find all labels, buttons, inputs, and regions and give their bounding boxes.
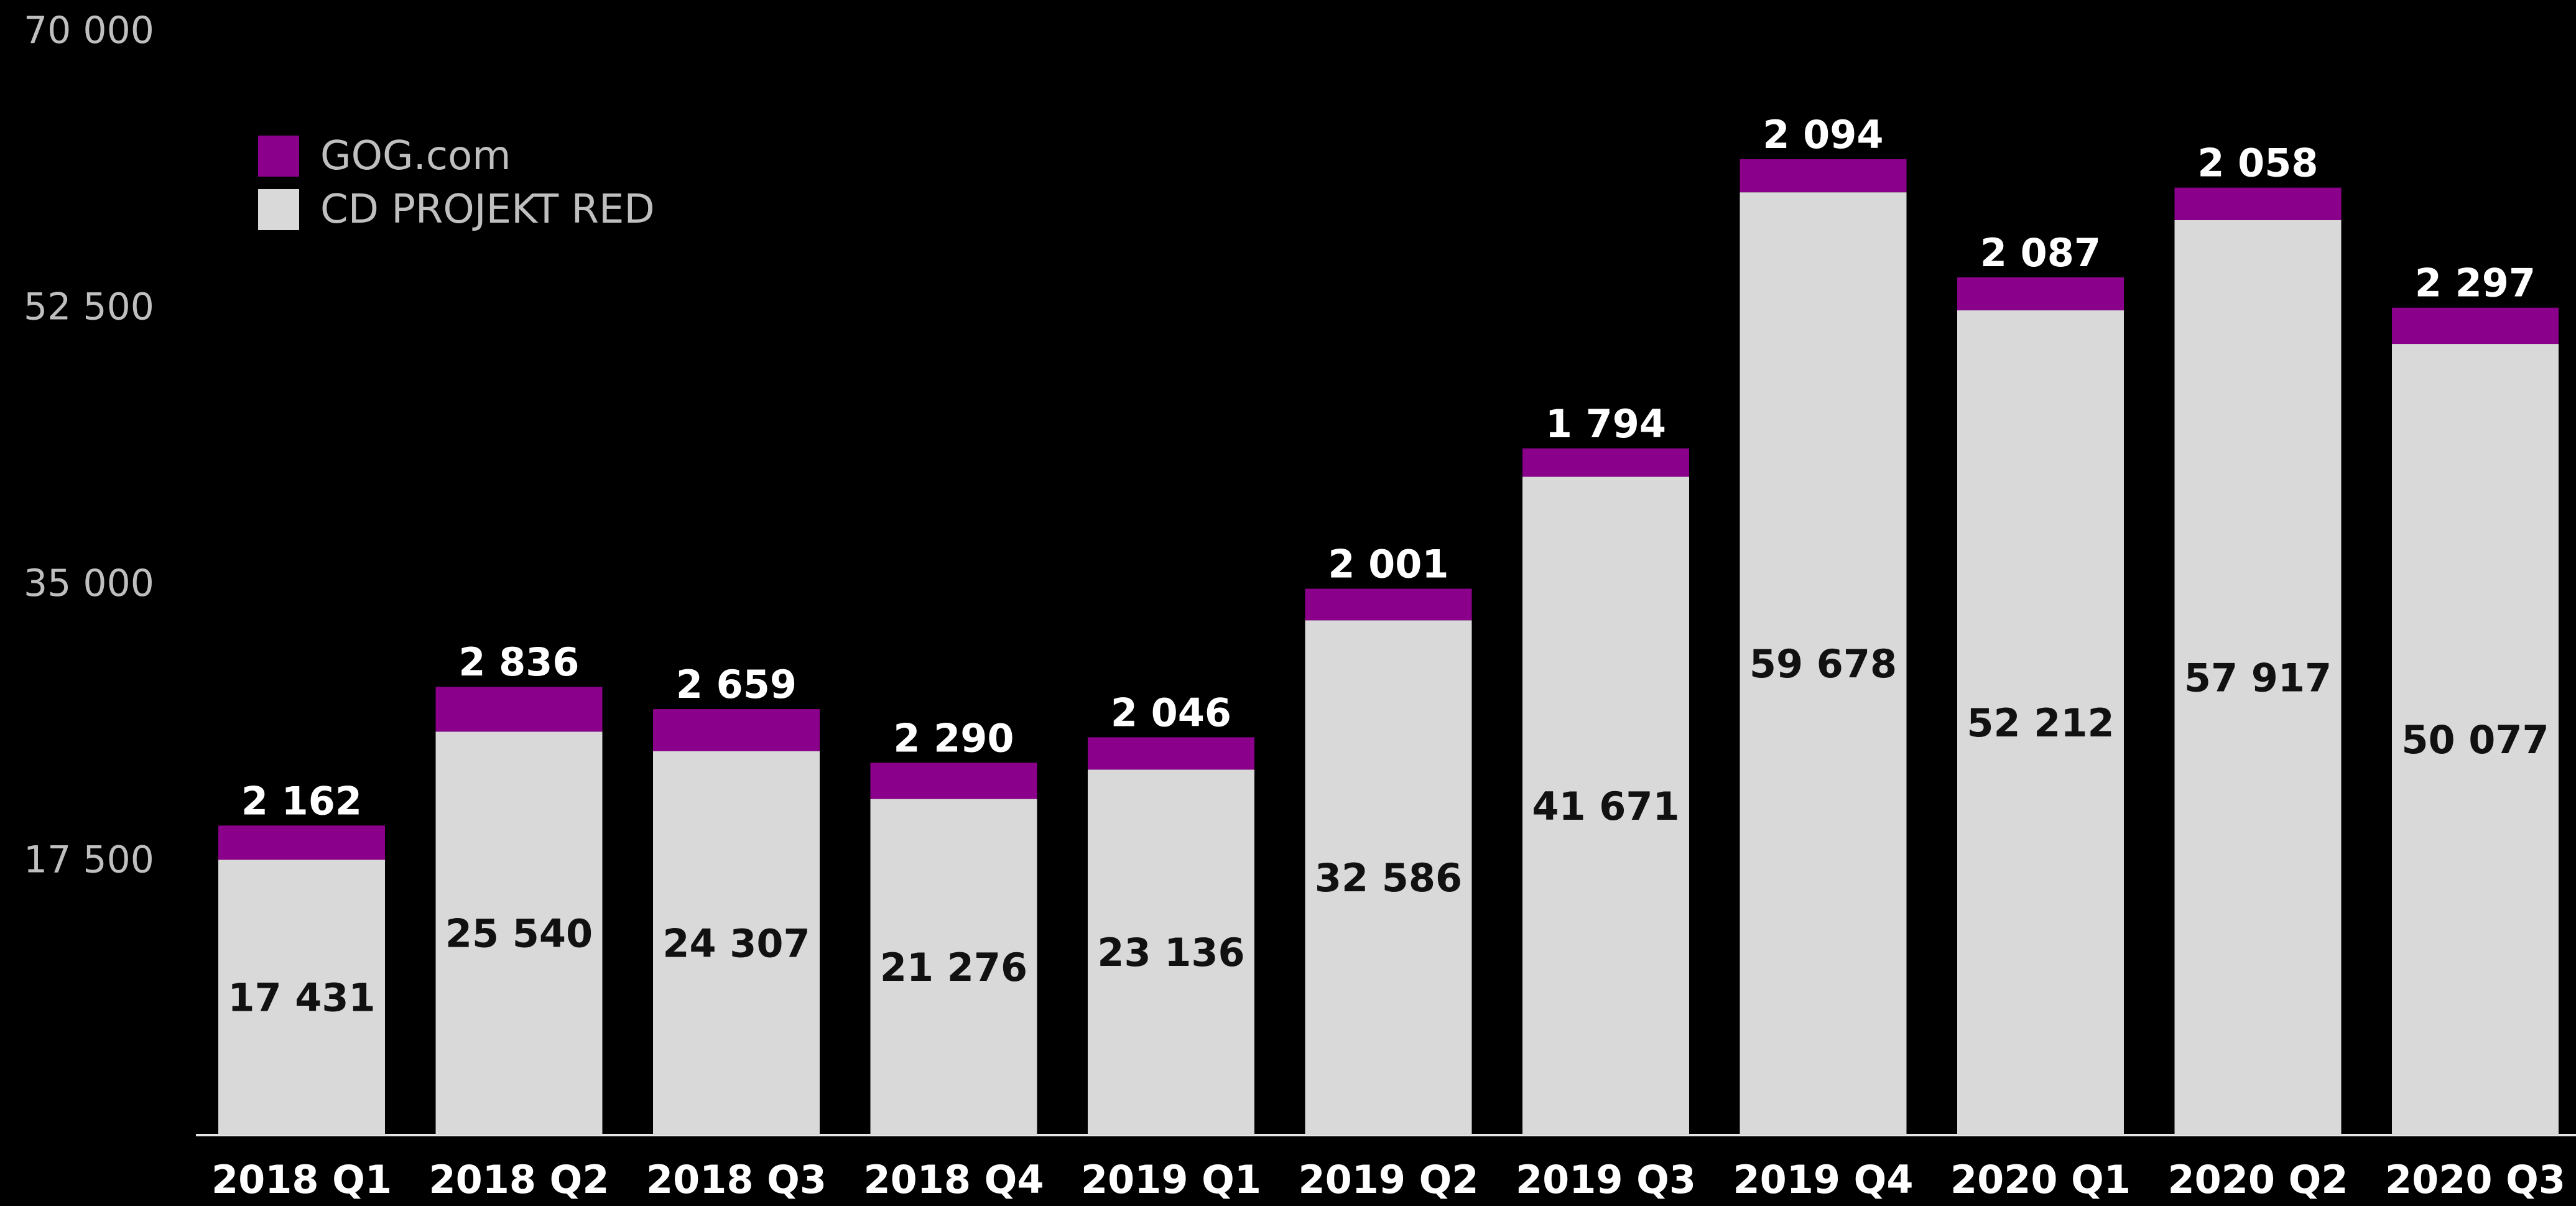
x-tick-label: 2019 Q1 bbox=[1081, 1157, 1261, 1202]
x-axis: 2018 Q1 2018 Q2 2018 Q3 2018 Q4 2019 Q1 2019 … bbox=[211, 1157, 2565, 1202]
data-label-cd-projekt-red: 52 212 bbox=[1967, 700, 2114, 746]
data-label-cd-projekt-red: 24 307 bbox=[662, 921, 810, 966]
data-label-gog: 2 094 bbox=[1763, 112, 1883, 157]
bar-gog bbox=[1522, 448, 1689, 477]
x-tick-label: 2020 Q1 bbox=[1950, 1157, 2131, 1202]
y-tick-label: 35 000 bbox=[24, 562, 154, 605]
data-label-cd-projekt-red: 32 586 bbox=[1315, 855, 1462, 901]
bar-cd-projekt-red bbox=[1522, 476, 1689, 1135]
data-label-cd-projekt-red: 41 671 bbox=[1532, 784, 1679, 829]
data-label-gog: 2 046 bbox=[1111, 690, 1231, 735]
x-tick-label: 2019 Q4 bbox=[1733, 1157, 1914, 1202]
bar-cd-projekt-red bbox=[218, 860, 385, 1135]
data-label-gog: 2 087 bbox=[1980, 230, 2101, 276]
bar-gog bbox=[2392, 307, 2559, 345]
legend-swatch bbox=[258, 189, 299, 230]
data-label-gog: 2 001 bbox=[1328, 541, 1448, 587]
bar-gog bbox=[870, 763, 1037, 799]
x-tick-label: 2019 Q3 bbox=[1516, 1157, 1696, 1202]
data-label-gog: 2 836 bbox=[458, 639, 579, 685]
x-tick-label: 2018 Q2 bbox=[429, 1157, 609, 1202]
bar-gog bbox=[1088, 737, 1254, 770]
legend-label: GOG.com bbox=[320, 133, 511, 179]
data-label-cd-projekt-red: 50 077 bbox=[2401, 717, 2549, 763]
bar-cd-projekt-red bbox=[653, 751, 820, 1135]
data-label-gog: 2 162 bbox=[241, 778, 362, 823]
x-tick-label: 2020 Q2 bbox=[2168, 1157, 2348, 1202]
bar-cd-projekt-red bbox=[2174, 220, 2342, 1135]
bar-cd-projekt-red bbox=[2392, 344, 2559, 1135]
data-label-cd-projekt-red: 57 917 bbox=[2184, 655, 2332, 700]
bar-gog bbox=[1957, 277, 2124, 310]
data-label-cd-projekt-red: 59 678 bbox=[1749, 641, 1897, 687]
data-label-cd-projekt-red: 21 276 bbox=[880, 945, 1027, 990]
bar-cd-projekt-red bbox=[1088, 769, 1254, 1135]
bar-gog bbox=[2174, 187, 2342, 220]
bar-cd-projekt-red bbox=[435, 731, 603, 1135]
y-tick-label: 70 000 bbox=[24, 9, 154, 52]
data-label-gog: 1 794 bbox=[1545, 401, 1666, 447]
x-tick-label: 2018 Q3 bbox=[646, 1157, 827, 1202]
bar-cd-projekt-red bbox=[1740, 192, 1907, 1135]
data-label-gog: 2 659 bbox=[676, 662, 797, 707]
legend: GOG.com CD PROJEKT RED bbox=[258, 133, 655, 233]
bar-gog bbox=[1305, 588, 1472, 621]
data-label-cd-projekt-red: 17 431 bbox=[228, 975, 375, 1021]
data-label-gog: 2 058 bbox=[2197, 141, 2318, 186]
legend-label: CD PROJEKT RED bbox=[320, 187, 655, 233]
bar-cd-projekt-red bbox=[870, 799, 1037, 1135]
y-tick-label: 52 500 bbox=[24, 285, 154, 329]
legend-swatch bbox=[258, 136, 299, 177]
data-label-gog: 2 290 bbox=[893, 715, 1014, 761]
data-label-cd-projekt-red: 23 136 bbox=[1097, 930, 1244, 975]
y-tick-label: 17 500 bbox=[24, 838, 154, 882]
bars-group: 17 431 2 162 25 540 2 836 24 307 2 659 21 276 2… bbox=[218, 112, 2559, 1135]
x-tick-label: 2018 Q1 bbox=[211, 1157, 392, 1202]
x-tick-label: 2020 Q3 bbox=[2385, 1157, 2565, 1202]
bar-gog bbox=[218, 825, 385, 860]
data-label-gog: 2 297 bbox=[2415, 261, 2536, 306]
bar-cd-projekt-red bbox=[1957, 310, 2124, 1135]
data-label-cd-projekt-red: 25 540 bbox=[445, 911, 593, 957]
x-tick-label: 2018 Q4 bbox=[864, 1157, 1044, 1202]
bar-gog bbox=[653, 709, 820, 751]
bar-gog bbox=[435, 687, 603, 732]
bar-gog bbox=[1740, 159, 1907, 193]
x-tick-label: 2019 Q2 bbox=[1299, 1157, 1479, 1202]
bar-cd-projekt-red bbox=[1305, 620, 1472, 1135]
